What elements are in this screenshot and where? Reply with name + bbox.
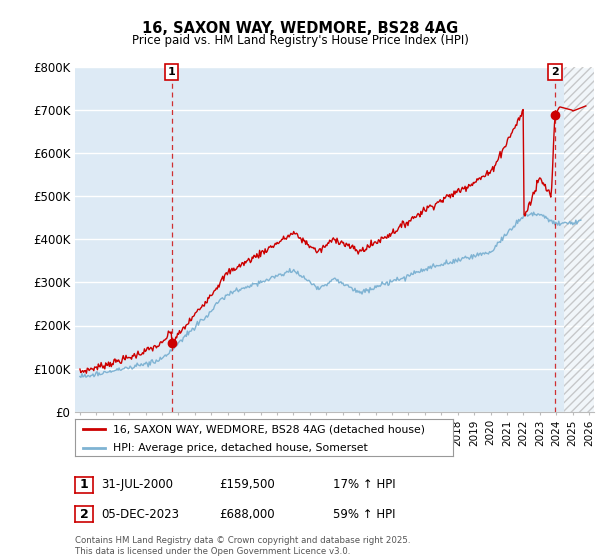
Text: 1: 1: [167, 67, 175, 77]
Text: £159,500: £159,500: [219, 478, 275, 492]
Text: Contains HM Land Registry data © Crown copyright and database right 2025.
This d: Contains HM Land Registry data © Crown c…: [75, 536, 410, 556]
Text: Price paid vs. HM Land Registry's House Price Index (HPI): Price paid vs. HM Land Registry's House …: [131, 34, 469, 46]
Text: 2: 2: [80, 507, 88, 521]
Bar: [565, 67, 594, 412]
Text: 59% ↑ HPI: 59% ↑ HPI: [333, 507, 395, 521]
Text: 16, SAXON WAY, WEDMORE, BS28 4AG: 16, SAXON WAY, WEDMORE, BS28 4AG: [142, 21, 458, 36]
Text: 31-JUL-2000: 31-JUL-2000: [101, 478, 173, 492]
Text: 2: 2: [551, 67, 559, 77]
Text: 17% ↑ HPI: 17% ↑ HPI: [333, 478, 395, 492]
Text: 16, SAXON WAY, WEDMORE, BS28 4AG (detached house): 16, SAXON WAY, WEDMORE, BS28 4AG (detach…: [113, 424, 425, 435]
Text: 05-DEC-2023: 05-DEC-2023: [101, 507, 179, 521]
Text: 1: 1: [80, 478, 88, 492]
Text: £688,000: £688,000: [219, 507, 275, 521]
Text: HPI: Average price, detached house, Somerset: HPI: Average price, detached house, Some…: [113, 443, 368, 453]
